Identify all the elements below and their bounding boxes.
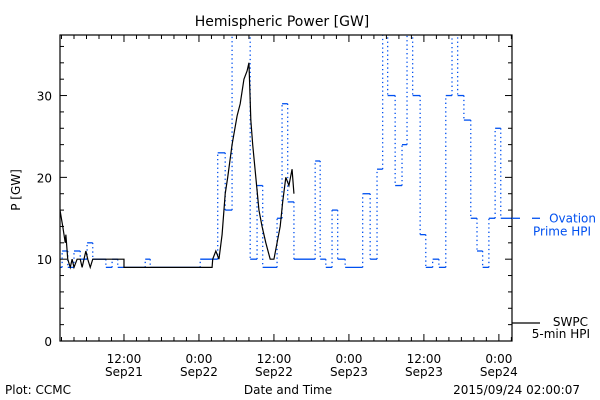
x-tick-label-date: Sep23 [330,365,368,379]
swpc-line [60,62,295,270]
legend-swpc-label: 5-min HPI [532,327,590,341]
x-tick-label-time: 0:00 [185,352,212,366]
legend-swpc-label: SWPC [553,315,588,329]
y-tick-label: 10 [37,253,52,267]
chart-title: Hemispheric Power [GW] [195,14,370,30]
legend-ovation-label: Ovation [549,211,596,225]
x-tick-label-date: Sep22 [255,365,293,379]
x-axis-label: Date and Time [244,383,332,397]
y-tick-label: 20 [37,171,52,185]
x-tick-label-time: 0:00 [335,352,362,366]
x-tick-label-date: Sep22 [180,365,218,379]
y-tick-label: 0 [44,335,52,349]
x-tick-label-time: 0:00 [485,352,512,366]
x-tick-label-time: 12:00 [257,352,292,366]
x-tick-label-date: Sep24 [480,365,518,379]
plot-credit: Plot: CCMC [5,383,71,397]
y-tick-label: 30 [37,90,52,104]
y-axis-label: P [GW] [9,169,23,211]
plot-frame [59,34,513,342]
axis-ticks: 010203012:00Sep210:00Sep2212:00Sep220:00… [37,35,518,379]
series-group [60,35,512,270]
timestamp: 2015/09/24 02:00:07 [453,383,580,397]
x-tick-label-date: Sep23 [405,365,443,379]
legend-ovation-label: Prime HPI [533,224,591,238]
x-tick-label-time: 12:00 [107,352,142,366]
x-tick-label-date: Sep21 [105,365,143,379]
x-tick-label-time: 12:00 [407,352,442,366]
